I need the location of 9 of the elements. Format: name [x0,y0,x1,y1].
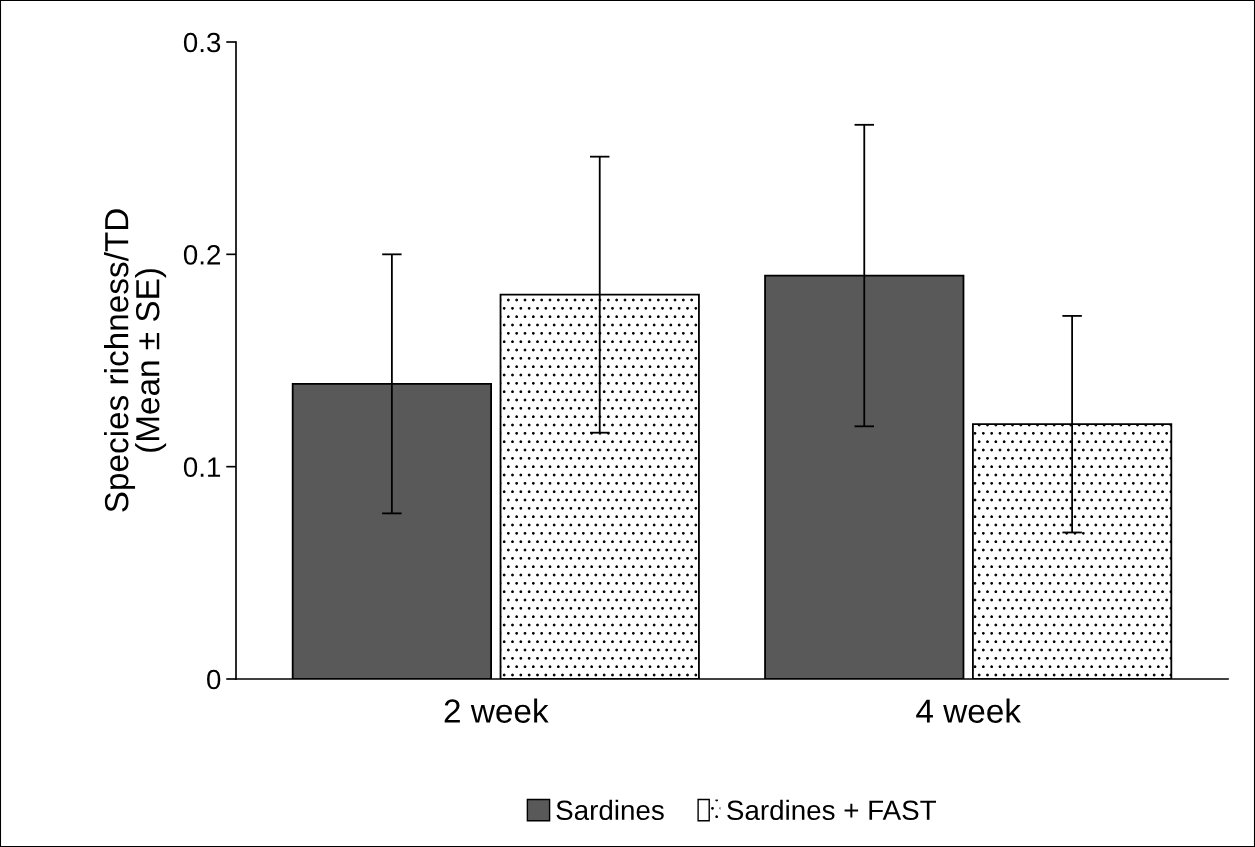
y-tick-label: 0.1 [183,457,221,478]
legend-label: Sardines [556,799,664,821]
y-tick-label: 0.3 [183,32,221,53]
y-axis-title: Species richness/TD (Mean ± SE) [103,209,167,512]
y-tick-label: 0 [207,669,221,690]
x-tick-label: 2 week [444,698,549,723]
legend-label: Sardines + FAST [727,799,936,821]
x-tick-label: 4 week [916,698,1022,723]
y-tick-label: 0.2 [183,245,221,265]
